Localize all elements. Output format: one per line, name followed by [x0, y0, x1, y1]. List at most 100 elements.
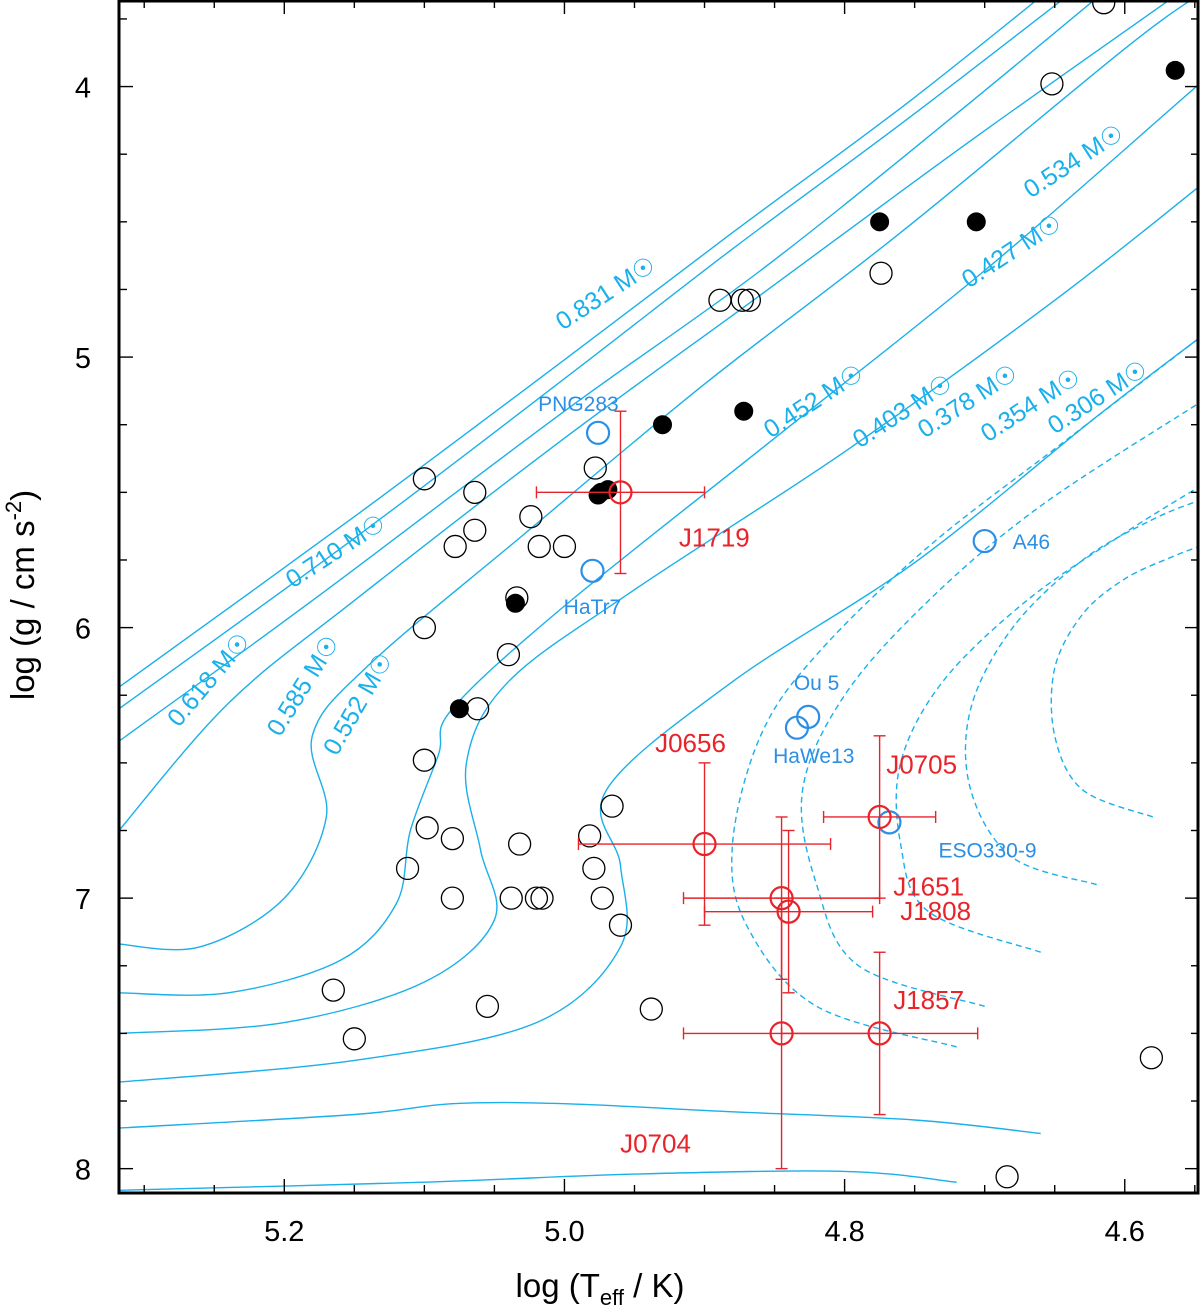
sample-star-open	[475, 994, 500, 1018]
target-j1719	[535, 410, 706, 575]
x-axis-label-sub: eff	[600, 1285, 625, 1310]
comparison-point-hawe13	[784, 715, 810, 740]
sample-star-open	[463, 518, 487, 542]
sample-star-filled	[653, 415, 673, 435]
target-label-j0704: J0704	[620, 1128, 691, 1158]
x-tick-label: 5.2	[264, 1216, 304, 1248]
sample-star-filled	[505, 593, 525, 613]
target-label-j1857: J1857	[893, 985, 964, 1015]
sample-star-open	[869, 261, 893, 285]
sample-star-open	[443, 534, 467, 559]
y-tick-label: 7	[75, 884, 91, 916]
sample-star-open	[578, 824, 602, 848]
sample-star-open	[583, 456, 607, 480]
sample-star-filled	[588, 485, 608, 505]
target-label-j1719: J1719	[679, 522, 750, 552]
track-label-0-831-m: 0.831 M☉	[551, 251, 661, 336]
sample-star-open	[1139, 1046, 1164, 1070]
comparison-label-eso330-9: ESO330-9	[938, 840, 1036, 863]
comparison-label-a46: A46	[1013, 531, 1050, 554]
sample-star-open	[519, 505, 543, 529]
sample-star-open	[608, 913, 633, 937]
track-line-0-585-m	[119, 0, 1171, 831]
target-point	[776, 899, 801, 924]
comparison-label-hatr7: HaTr7	[564, 596, 622, 619]
x-axis-label-end: / K)	[624, 1267, 685, 1304]
sample-star-open	[496, 643, 521, 667]
track-line-0-534-m	[119, 83, 1199, 996]
x-tick-label: 5.0	[544, 1216, 584, 1248]
track-line-0-306-m	[1050, 545, 1199, 818]
sample-star-open	[1092, 0, 1116, 15]
target-j0704	[682, 897, 881, 1170]
y-axis-label-sup: -2	[1, 501, 26, 521]
sample-star-open	[600, 794, 624, 818]
comparison-label-ou-5: Ou 5	[794, 672, 840, 695]
annotations-layer: 0.831 M☉0.710 M☉0.618 M☉ 0.585 M☉0.552 M☉…	[162, 119, 1153, 1159]
sample-star-filled	[1165, 60, 1185, 80]
comparison-label-png283: PNG283	[538, 393, 619, 416]
tracks-layer	[119, 0, 1199, 1191]
sample-star-open	[524, 886, 549, 910]
track-line-0-710-m	[119, 0, 1064, 710]
track-line-0-452-m	[119, 186, 1199, 1035]
sample-star-open	[995, 1165, 1019, 1189]
y-tick-label: 8	[75, 1155, 91, 1187]
y-tick-label: 5	[75, 343, 91, 375]
track-line-0-618-m	[119, 0, 1096, 742]
y-axis-label-main: log (g / cm s	[4, 520, 41, 700]
sample-star-open	[342, 1027, 366, 1051]
target-point	[769, 1021, 794, 1046]
sample-star-open	[321, 978, 345, 1002]
target-point	[608, 480, 633, 505]
sample-star-open	[465, 697, 490, 721]
x-tick-label: 4.6	[1105, 1216, 1145, 1248]
target-point	[867, 804, 892, 830]
plot-frame	[117, 0, 1200, 1195]
track-line-unlabeled-9	[119, 1170, 957, 1191]
y-axis-label-end: )	[4, 490, 41, 501]
sample-star-open	[499, 886, 523, 910]
comparison-label-hawe13: HaWe13	[773, 745, 854, 768]
sample-star-filled	[870, 212, 890, 232]
track-line-0-427-m	[731, 337, 1199, 1048]
sample-star-open	[737, 288, 762, 312]
sample-star-open	[412, 615, 437, 640]
sample-star-open	[415, 816, 439, 840]
track-line-unlabeled-7	[119, 337, 1199, 1083]
sample-star-open	[530, 886, 554, 910]
comparison-point-a46	[972, 528, 997, 554]
sample-star-open	[552, 534, 577, 559]
target-j1808	[703, 829, 874, 994]
target-j0705	[822, 735, 937, 899]
y-tick-label: 6	[75, 614, 91, 646]
sample-star-open	[412, 467, 437, 491]
sample-star-open	[395, 856, 420, 881]
target-point	[692, 831, 717, 857]
track-label-0-710-m: 0.710 M☉	[281, 509, 391, 594]
sample-star-filled	[734, 401, 754, 421]
sample-star-open	[527, 534, 551, 559]
target-label-j0705: J0705	[886, 750, 957, 780]
comparison-point-png283	[585, 420, 611, 445]
axes: 5.2 5.0 4.8 4.6 4 5 6 7 8	[75, 0, 1200, 1248]
y-tick-label: 4	[75, 73, 91, 105]
x-tick-label: 4.8	[824, 1216, 864, 1248]
sample-star-open	[590, 886, 614, 910]
sample-star-open	[507, 832, 532, 856]
target-label-j0656: J0656	[655, 728, 726, 758]
sample-star-open	[440, 886, 465, 910]
track-line-0-403-m	[800, 402, 1199, 1007]
target-label-j1651: J1651	[893, 871, 964, 901]
track-line-0-552-m	[119, 0, 1193, 951]
sample-star-filled	[966, 212, 986, 232]
sample-star-open	[440, 826, 465, 851]
track-line-0-354-m	[964, 499, 1199, 886]
sample-star-open	[412, 748, 437, 772]
points-layer	[321, 0, 1185, 1189]
sample-star-open	[582, 856, 606, 881]
track-line-0-378-m	[895, 486, 1199, 953]
x-axis-label-main: log (T	[516, 1267, 600, 1304]
sample-star-open	[730, 288, 754, 312]
